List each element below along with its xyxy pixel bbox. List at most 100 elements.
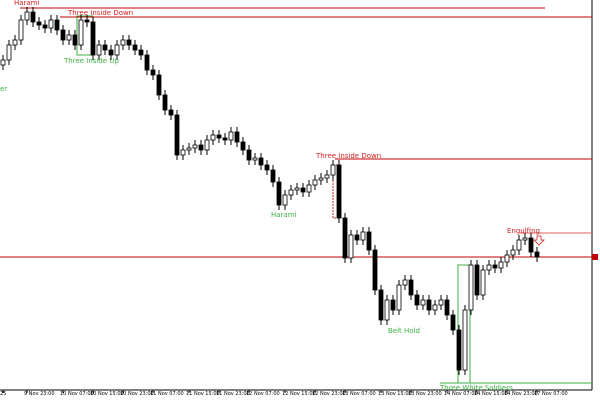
candle-body [198,144,204,151]
candle-body [498,261,504,269]
candle-body [186,147,192,151]
candle-body [504,254,510,263]
candle-body [288,189,294,196]
candle-body [432,304,438,311]
pattern-label: Three Inside Up [63,57,119,65]
candle-body [144,54,150,71]
candle-body [282,194,288,206]
candle-body [96,44,102,56]
candle-body [192,144,198,149]
candle-body [306,184,312,193]
candle-body [396,284,402,311]
candle-body [462,309,468,371]
candle-body [486,264,492,271]
candle-body [276,181,282,206]
candle-body [204,139,210,151]
x-tick-label: 11 Nov 07:00 [150,391,184,397]
candle-body [414,294,420,306]
x-tick-label: 13 Nov 15:00 [378,391,412,397]
candle-body [168,109,174,116]
candle-body [30,11,36,23]
candle-body [12,39,18,46]
candle-body [252,157,258,161]
candle-body [360,231,366,241]
candle-body [150,69,156,76]
candle-body [456,329,462,371]
candle-body [174,114,180,156]
x-tick-label: 12 Nov 15:00 [282,391,316,397]
candle-body [48,19,54,29]
candle-body [492,264,498,269]
candle-body [330,164,336,176]
candle-body [528,237,534,253]
candle-body [510,249,516,256]
candle-body [348,234,354,259]
candle-body [516,239,522,251]
candle-body [366,231,372,251]
candle-body [294,187,300,191]
pattern-label: Harami [271,211,297,219]
candle-body [534,251,540,258]
candle-body [420,299,426,306]
candle-body [522,237,528,241]
x-tick-label: 14 Nov 23:00 [504,391,538,397]
candle-body [72,34,78,46]
down-arrow [533,235,545,246]
candle-body [24,11,30,21]
candle-body [270,169,276,183]
candle-body [426,299,432,311]
candle-body [132,44,138,51]
candle-body [54,19,60,31]
candle-body [114,44,120,56]
x-tick-label: 11 Nov 23:00 [216,391,250,397]
candle-body [474,264,480,296]
x-tick-label: 11 Nov 15:00 [186,391,220,397]
candle-body [228,131,234,141]
candle-body [378,289,384,321]
pattern-label: Three Inside Down [315,152,381,160]
candle-body [102,44,108,51]
candle-body [42,24,48,29]
price-marker [592,254,598,260]
candle-body [372,249,378,291]
pattern-label: Belt Hold [388,327,420,335]
candle-body [444,299,450,316]
candle-body [336,164,342,219]
pattern-label: Engulfing [507,227,540,235]
candle-body [384,299,390,321]
candle-body [18,19,24,41]
x-tick-label: 12 Nov 23:00 [312,391,346,397]
candle-body [36,21,42,26]
candle-body [66,34,72,41]
x-tick-label: 9 Nov 23:00 [24,391,55,397]
candle-body [162,94,168,111]
candle-body [6,44,12,61]
candle-body [468,264,474,311]
x-tick-label: 10 Nov 15:00 [90,391,124,397]
candle-body [246,149,252,161]
candle-body [240,141,246,151]
x-tick-label: 13 Nov 07:00 [342,391,376,397]
candle-body [78,19,84,46]
candle-body [156,74,162,96]
candle-body [108,49,114,56]
candle-body [318,177,324,181]
candle-body [84,19,90,23]
candle-body [324,174,330,179]
pattern-label: Three Inside Down [67,9,133,17]
candle-body [138,49,144,56]
candle-body [300,187,306,193]
x-tick-label: 13 Nov 23:00 [408,391,442,397]
x-tick-label: 10 Nov 07:00 [60,391,94,397]
candle-body [222,137,228,141]
pattern-label: Harami [14,0,40,7]
candle-body [342,217,348,259]
candle-body [234,131,240,143]
pattern-label: er [0,85,7,93]
candle-body [402,279,408,286]
candle-body [264,164,270,171]
candle-body [216,134,222,139]
candle-body [60,29,66,41]
